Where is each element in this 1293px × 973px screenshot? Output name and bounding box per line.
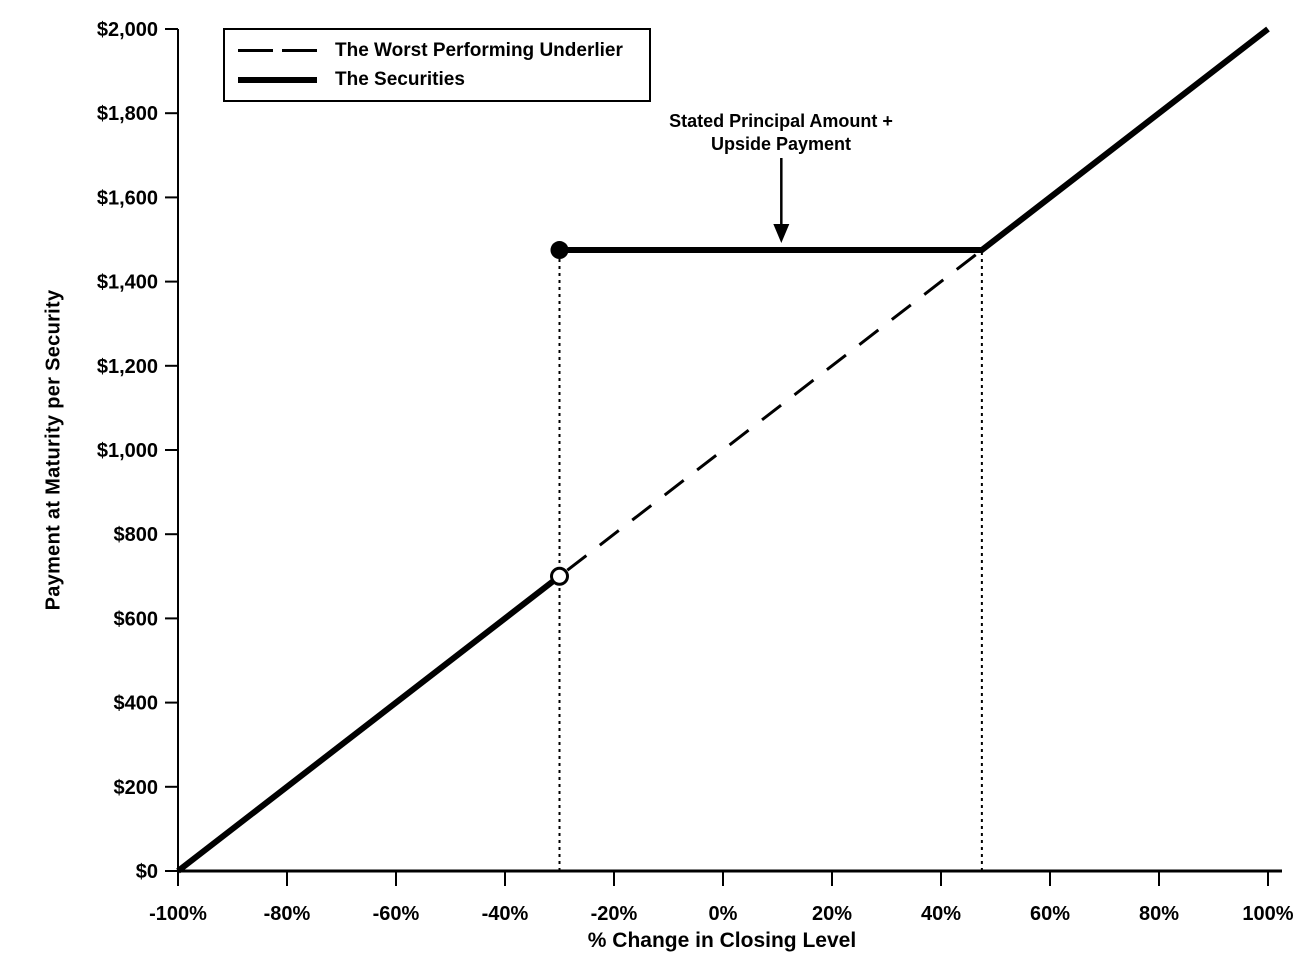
securities-line-segment-1 — [176, 573, 562, 874]
y-tick-label: $1,200 — [97, 356, 158, 378]
x-tick-label: -80% — [264, 903, 311, 925]
y-tick-label: $1,600 — [97, 187, 158, 209]
x-tick-label: 80% — [1139, 903, 1179, 925]
x-tick-label: -60% — [373, 903, 420, 925]
y-tick-label: $2,000 — [97, 19, 158, 41]
x-axis-title: % Change in Closing Level — [587, 929, 857, 952]
legend-label-securities: The Securities — [335, 68, 465, 90]
x-tick-label: 0% — [709, 903, 738, 925]
y-tick-label: $600 — [114, 608, 159, 630]
y-tick-label: $200 — [114, 777, 159, 799]
x-tick-label: 20% — [812, 903, 852, 925]
securities-line-segment-2 — [559, 26, 1270, 254]
x-tick-label: -20% — [591, 903, 638, 925]
y-tick-label: $1,400 — [97, 272, 158, 294]
x-tick-label: -100% — [149, 903, 207, 925]
y-tick-label: $800 — [114, 524, 159, 546]
legend: The Worst Performing Underlier The Secur… — [223, 28, 651, 102]
annotation-line-1: Stated Principal Amount + — [669, 111, 893, 131]
filled-circle-marker — [550, 241, 569, 260]
open-circle-marker — [550, 566, 569, 586]
x-tick-label: 100% — [1242, 903, 1293, 925]
annotation-line-2: Upside Payment — [710, 134, 852, 154]
annotation-text: Stated Principal Amount + Upside Payment — [581, 110, 981, 156]
y-tick-label: $0 — [136, 861, 158, 883]
y-tick-label: $400 — [114, 693, 159, 715]
annotation-arrow-head — [773, 224, 790, 244]
x-tick-label: 60% — [1030, 903, 1070, 925]
legend-label-underlier: The Worst Performing Underlier — [335, 39, 623, 61]
legend-dashed-line-sample — [238, 49, 317, 52]
y-tick-label: $1,800 — [97, 103, 158, 125]
x-tick-label: 40% — [921, 903, 961, 925]
x-tick-label: -40% — [482, 903, 529, 925]
y-tick-label: $1,000 — [97, 440, 158, 462]
legend-entry-underlier: The Worst Performing Underlier — [238, 36, 649, 65]
legend-solid-line-sample — [238, 76, 317, 83]
y-axis-title: Payment at Maturity per Security — [42, 289, 65, 611]
legend-entry-securities: The Securities — [238, 65, 649, 94]
